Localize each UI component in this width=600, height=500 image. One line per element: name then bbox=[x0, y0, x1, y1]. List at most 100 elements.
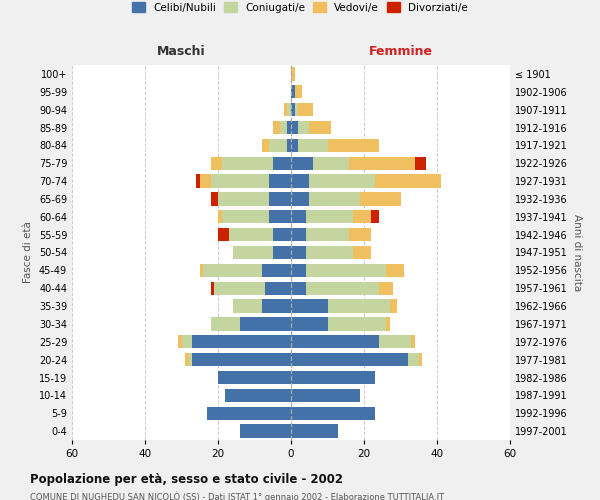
Bar bbox=[200, 264, 203, 277]
Bar bbox=[305, 210, 353, 224]
Bar bbox=[211, 192, 218, 205]
Bar bbox=[211, 282, 214, 295]
Legend: Celibi/Nubili, Coniugati/e, Vedovi/e, Divorziati/e: Celibi/Nubili, Coniugati/e, Vedovi/e, Di… bbox=[130, 0, 470, 14]
Bar bbox=[265, 282, 291, 295]
Bar bbox=[269, 138, 287, 152]
Bar bbox=[211, 317, 240, 330]
Bar bbox=[291, 138, 298, 152]
Text: Maschi: Maschi bbox=[157, 45, 206, 58]
Text: Femmine: Femmine bbox=[368, 45, 433, 58]
Bar bbox=[218, 371, 291, 384]
Bar bbox=[298, 121, 309, 134]
Bar bbox=[295, 103, 298, 117]
Bar bbox=[193, 353, 291, 366]
Bar bbox=[309, 174, 375, 188]
Bar bbox=[415, 156, 426, 170]
Bar bbox=[295, 85, 302, 98]
Bar bbox=[291, 335, 379, 348]
Bar bbox=[211, 174, 269, 188]
Bar bbox=[240, 317, 291, 330]
Bar bbox=[229, 228, 273, 241]
Bar bbox=[419, 353, 422, 366]
Bar bbox=[389, 300, 397, 313]
Bar bbox=[185, 353, 189, 366]
Bar bbox=[269, 174, 291, 188]
Bar bbox=[189, 353, 193, 366]
Bar bbox=[349, 156, 415, 170]
Bar bbox=[280, 121, 287, 134]
Bar bbox=[361, 192, 401, 205]
Text: COMUNE DI NUGHEDU SAN NICOLÒ (SS) - Dati ISTAT 1° gennaio 2002 - Elaborazione TU: COMUNE DI NUGHEDU SAN NICOLÒ (SS) - Dati… bbox=[30, 491, 444, 500]
Bar bbox=[221, 210, 269, 224]
Bar bbox=[291, 282, 305, 295]
Bar bbox=[273, 156, 291, 170]
Bar bbox=[328, 300, 389, 313]
Bar bbox=[375, 174, 440, 188]
Bar bbox=[203, 264, 262, 277]
Bar bbox=[291, 388, 361, 402]
Bar bbox=[211, 156, 221, 170]
Bar bbox=[305, 282, 379, 295]
Bar bbox=[262, 264, 291, 277]
Bar bbox=[328, 317, 386, 330]
Bar bbox=[313, 156, 349, 170]
Bar bbox=[291, 121, 298, 134]
Y-axis label: Fasce di età: Fasce di età bbox=[23, 222, 33, 284]
Bar bbox=[291, 174, 309, 188]
Bar bbox=[273, 228, 291, 241]
Bar bbox=[218, 228, 229, 241]
Bar bbox=[379, 335, 412, 348]
Bar bbox=[291, 264, 305, 277]
Bar bbox=[298, 103, 313, 117]
Bar bbox=[291, 424, 338, 438]
Bar bbox=[200, 174, 211, 188]
Bar bbox=[291, 228, 305, 241]
Bar bbox=[298, 138, 328, 152]
Bar bbox=[221, 156, 273, 170]
Bar bbox=[193, 335, 291, 348]
Bar bbox=[291, 371, 375, 384]
Bar bbox=[284, 103, 287, 117]
Y-axis label: Anni di nascita: Anni di nascita bbox=[572, 214, 581, 291]
Bar bbox=[305, 228, 349, 241]
Bar bbox=[291, 85, 295, 98]
Bar bbox=[269, 192, 291, 205]
Bar bbox=[309, 192, 361, 205]
Bar bbox=[291, 156, 313, 170]
Bar bbox=[178, 335, 182, 348]
Bar bbox=[379, 282, 393, 295]
Bar bbox=[182, 335, 193, 348]
Bar bbox=[412, 335, 415, 348]
Bar bbox=[408, 353, 419, 366]
Bar bbox=[273, 121, 280, 134]
Bar bbox=[291, 192, 309, 205]
Bar bbox=[291, 406, 375, 420]
Bar bbox=[328, 138, 379, 152]
Bar bbox=[218, 192, 269, 205]
Bar bbox=[240, 424, 291, 438]
Bar bbox=[273, 246, 291, 259]
Bar bbox=[349, 228, 371, 241]
Bar bbox=[214, 282, 265, 295]
Bar bbox=[305, 264, 386, 277]
Bar bbox=[233, 246, 273, 259]
Bar bbox=[269, 210, 291, 224]
Bar bbox=[287, 138, 291, 152]
Text: Popolazione per età, sesso e stato civile - 2002: Popolazione per età, sesso e stato civil… bbox=[30, 472, 343, 486]
Bar bbox=[226, 388, 291, 402]
Bar bbox=[371, 210, 379, 224]
Bar bbox=[287, 121, 291, 134]
Bar bbox=[353, 246, 371, 259]
Bar bbox=[233, 300, 262, 313]
Bar bbox=[291, 300, 328, 313]
Bar bbox=[291, 353, 408, 366]
Bar bbox=[386, 317, 389, 330]
Bar bbox=[291, 246, 305, 259]
Bar bbox=[207, 406, 291, 420]
Bar bbox=[287, 103, 291, 117]
Bar bbox=[291, 103, 295, 117]
Bar bbox=[262, 300, 291, 313]
Bar bbox=[305, 246, 353, 259]
Bar bbox=[196, 174, 200, 188]
Bar bbox=[291, 210, 305, 224]
